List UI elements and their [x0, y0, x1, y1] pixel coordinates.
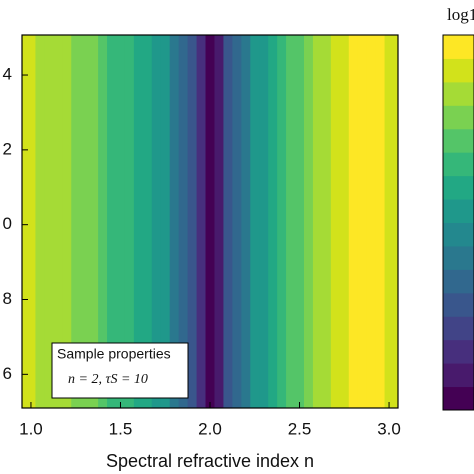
contour-band — [169, 35, 180, 408]
colorbar-swatch — [443, 152, 474, 177]
contour-band — [375, 35, 386, 408]
plot-area — [22, 35, 399, 408]
contour-band — [232, 35, 242, 408]
contour-band — [393, 35, 399, 408]
contour-band — [330, 35, 341, 408]
colorbar-swatch — [443, 269, 474, 294]
colorbar-label: log10 — [447, 5, 474, 24]
contour-band — [348, 35, 359, 408]
contour-band — [304, 35, 314, 408]
colorbar-swatch — [443, 105, 474, 130]
contour-band — [22, 35, 27, 408]
contour-band — [384, 35, 395, 408]
contour-band — [116, 35, 126, 408]
colorbar-swatch — [443, 339, 474, 364]
contour-band — [160, 35, 171, 408]
contour-band — [277, 35, 287, 408]
contour-band — [259, 35, 269, 408]
x-tick-label: 1.0 — [19, 419, 43, 438]
y-tick-label: 0 — [3, 214, 12, 233]
contour-band — [268, 35, 278, 408]
x-tick-label: 2.5 — [288, 419, 312, 438]
contour-band — [53, 35, 63, 408]
colorbar-swatch — [443, 316, 474, 341]
contour-band — [339, 35, 350, 408]
colorbar-swatch — [443, 58, 474, 83]
y-tick-label: 4 — [3, 65, 12, 84]
annotation-text: n = 2, τS = 10 — [68, 372, 148, 387]
contour-band — [151, 35, 162, 408]
contour-band — [35, 35, 45, 408]
contour-band — [62, 35, 72, 408]
contour-band — [98, 35, 108, 408]
contour-band — [241, 35, 251, 408]
contour-band — [205, 35, 215, 408]
y-tick-label: 6 — [3, 364, 12, 383]
contour-band — [80, 35, 90, 408]
colorbar-swatch — [443, 175, 474, 200]
contour-band — [223, 35, 233, 408]
contour-band — [187, 35, 198, 408]
colorbar-swatch — [443, 222, 474, 247]
colorbar-swatch — [443, 245, 474, 270]
contour-band — [357, 35, 368, 408]
y-tick-label: 2 — [3, 139, 12, 158]
colorbar-swatch — [443, 386, 474, 411]
x-axis-label: Spectral refractive index n — [106, 451, 314, 471]
annotation-box — [51, 342, 189, 399]
colorbar-swatch — [443, 292, 474, 317]
contour-band — [124, 35, 135, 408]
colorbar-swatch — [443, 363, 474, 388]
contour-band — [366, 35, 377, 408]
contour-band — [26, 35, 36, 408]
x-tick-label: 3.0 — [377, 419, 401, 438]
colorbar-frame — [442, 34, 474, 411]
x-tick-label: 2.0 — [198, 419, 222, 438]
x-tick-label: 1.5 — [109, 419, 133, 438]
colorbar-swatch — [443, 128, 474, 153]
contour-band — [178, 35, 189, 408]
contour-band — [250, 35, 260, 408]
contour-band — [214, 35, 224, 408]
colorbar-swatch — [443, 199, 474, 223]
contour-band — [44, 35, 54, 408]
y-tick-label: 8 — [3, 289, 12, 308]
contour-band — [321, 35, 332, 408]
contour-band — [107, 35, 117, 408]
contour-band — [312, 35, 323, 408]
colorbar-swatch — [443, 35, 474, 59]
contour-band — [196, 35, 207, 408]
annotation-title: Sample properties — [57, 346, 171, 362]
contour-band — [295, 35, 305, 408]
colorbar-swatch — [443, 81, 474, 106]
contour-band — [133, 35, 144, 408]
contour-band — [71, 35, 81, 408]
contour-band — [286, 35, 296, 408]
contour-band — [142, 35, 153, 408]
contour-band — [89, 35, 99, 408]
